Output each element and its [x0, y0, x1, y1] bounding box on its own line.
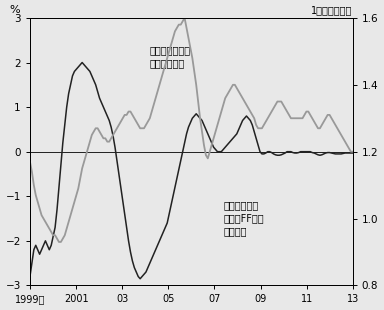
Text: ユーロ銀行間
金利－FF金利
（左軸）: ユーロ銀行間 金利－FF金利 （左軸）	[223, 200, 264, 236]
Text: %: %	[9, 5, 20, 15]
Text: 1ユーロ＝ドル: 1ユーロ＝ドル	[311, 5, 353, 15]
Text: ユーロの対ドル
相場（右軸）: ユーロの対ドル 相場（右軸）	[149, 45, 190, 68]
